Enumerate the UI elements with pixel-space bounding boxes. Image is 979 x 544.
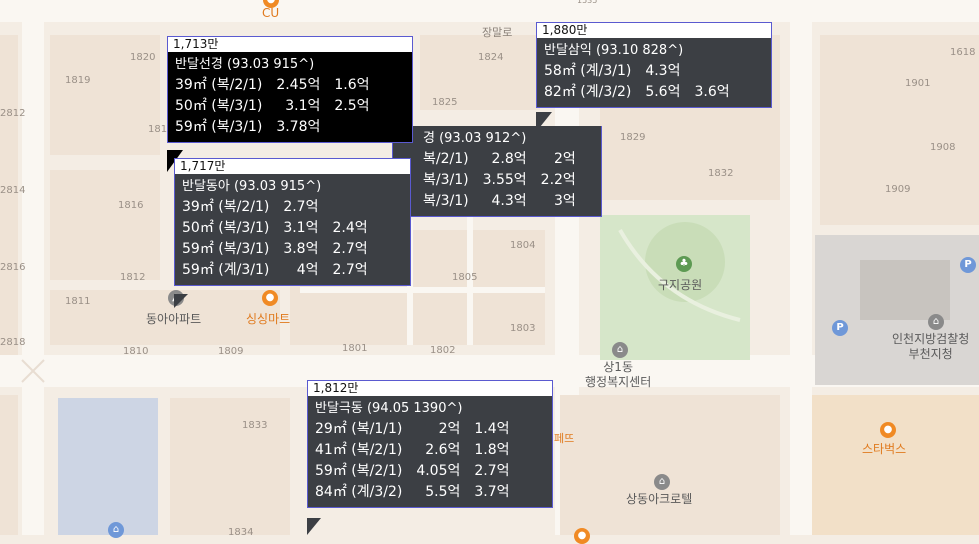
apartment-price-card-selected[interactable]: 1,713만 반달선경 (93.03 915^) 39㎡ (복/2/1) 2.45… <box>167 36 413 143</box>
price-table: 29㎡ (복/1/1) 2억 1.4억 41㎡ (복/2/1) 2.6억 1.8억 59… <box>315 419 510 503</box>
complex-name: 경 (93.03 912^) <box>423 131 527 146</box>
apartment-price-card[interactable]: 경 (93.03 912^) 복/2/1) 2.8억 2억 복/3/1) 3.55억 2… <box>392 126 602 217</box>
table-row: 82㎡ (계/3/2) 5.6억 3.6억 <box>544 84 730 100</box>
block-number: 1810 <box>123 346 149 357</box>
block-number: 1801 <box>342 343 368 354</box>
block-number: 1809 <box>218 346 244 357</box>
block-number: 1802 <box>430 345 456 356</box>
block-number: 2812 <box>0 108 26 119</box>
apartment-price-card[interactable]: 1,812만 반달극동 (94.05 1390^) 29㎡ (복/1/1) 2억 1… <box>307 380 553 508</box>
block-number: 1829 <box>620 132 646 143</box>
table-row: 39㎡ (복/2/1) 2.7억 <box>182 199 319 215</box>
complex-name: 반달삼익 (93.10 828^) <box>544 43 684 58</box>
convenience-store-icon[interactable]: ● <box>263 0 279 8</box>
price-table: 복/2/1) 2.8억 2억 복/3/1) 3.55억 2.2억 복/3/1) 4.3억 3… <box>423 149 576 212</box>
table-row: 50㎡ (복/3/1) 3.1억 2.4억 <box>182 220 368 236</box>
table-row: 58㎡ (계/3/1) 4.3억 <box>544 63 681 79</box>
block-number: 1618 <box>950 47 976 58</box>
street-label: 장말로 <box>482 26 513 39</box>
block-number: 1820 <box>130 52 156 63</box>
table-row: 복/3/1) 4.3억 3억 <box>423 193 576 209</box>
table-row: 50㎡ (복/3/1) 3.1억 2.5억 <box>175 98 370 114</box>
apartment-price-card[interactable]: 1,717만 반달동아 (93.03 915^) 39㎡ (복/2/1) 2.7억… <box>174 158 411 286</box>
block-number: 1816 <box>118 200 144 211</box>
parking-icon[interactable]: P <box>832 320 848 336</box>
table-row: 41㎡ (복/2/1) 2.6억 1.8억 <box>315 442 510 458</box>
price-per-pyeong: 1,713만 <box>168 36 412 52</box>
table-row: 복/2/1) 2.8억 2억 <box>423 151 576 167</box>
government-office-icon[interactable]: ⌂ <box>612 342 628 358</box>
block-number: 1824 <box>478 52 504 63</box>
price-per-pyeong: 1,880만 <box>537 22 771 38</box>
card-pointer <box>536 112 552 132</box>
block-number: 1901 <box>905 78 931 89</box>
apartment-price-card[interactable]: 1,880만 반달삼익 (93.10 828^) 58㎡ (계/3/1) 4.3억… <box>536 22 772 108</box>
cafe-icon[interactable]: ● <box>880 422 896 438</box>
table-row: 39㎡ (복/2/1) 2.45억 1.6억 <box>175 77 370 93</box>
building-icon[interactable]: ⌂ <box>654 474 670 490</box>
table-row: 59㎡ (복/2/1) 4.05억 2.7억 <box>315 463 510 479</box>
card-pointer <box>174 294 188 308</box>
table-row: 29㎡ (복/1/1) 2억 1.4억 <box>315 421 510 437</box>
block-number: 1811 <box>65 296 91 307</box>
park-icon[interactable]: ♣ <box>676 256 692 272</box>
block-number: 1804 <box>510 240 536 251</box>
price-per-pyeong: 1,812만 <box>308 380 552 396</box>
block-number: 1908 <box>930 142 956 153</box>
price-per-pyeong: 1,717만 <box>175 158 410 174</box>
price-table: 39㎡ (복/2/1) 2.7억 50㎡ (복/3/1) 3.1억 2.4억 59㎡ … <box>182 197 368 281</box>
price-table: 39㎡ (복/2/1) 2.45억 1.6억 50㎡ (복/3/1) 3.1억 2.5억… <box>175 75 370 138</box>
poi-singsing-mart[interactable]: 싱싱마트 <box>246 312 291 326</box>
mart-icon[interactable]: ● <box>262 290 278 306</box>
poi-dong-a-apartment[interactable]: 동아아파트 <box>146 312 202 326</box>
complex-name: 반달선경 (93.03 915^) <box>175 57 315 72</box>
block-number: 1803 <box>510 323 536 334</box>
price-table: 58㎡ (계/3/1) 4.3억 82㎡ (계/3/2) 5.6억 3.6억 <box>544 61 730 103</box>
block-number: 1832 <box>708 168 734 179</box>
block-number: 2818 <box>0 337 26 348</box>
table-row: 84㎡ (계/3/2) 5.5억 3.7억 <box>315 484 510 500</box>
poi-partial-shop[interactable]: 페뜨 <box>554 432 575 445</box>
block-number: 1818 <box>148 124 174 135</box>
poi-incheon-prosecutors-office[interactable]: 인천지방검찰청 부천지청 <box>892 332 970 361</box>
poi-sang1dong-center[interactable]: 상1동 행정복지센터 <box>585 360 652 389</box>
table-row: 복/3/1) 3.55억 2.2억 <box>423 172 576 188</box>
table-row: 59㎡ (계/3/1) 4억 2.7억 <box>182 262 368 278</box>
block-number: 1535 <box>577 0 598 5</box>
card-pointer <box>307 518 321 535</box>
poi-cu[interactable]: CU <box>262 6 280 20</box>
block-number: 2814 <box>0 185 26 196</box>
block-number: 1812 <box>120 272 146 283</box>
poi-sangdong-acrotel[interactable]: 상동아크로텔 <box>626 492 693 506</box>
complex-name: 반달동아 (93.03 915^) <box>182 179 322 194</box>
table-row: 59㎡ (복/3/1) 3.78억 <box>175 119 321 135</box>
complex-name: 반달극동 (94.05 1390^) <box>315 401 463 416</box>
school-icon[interactable]: ⌂ <box>108 522 124 538</box>
table-row: 59㎡ (복/3/1) 3.8억 2.7억 <box>182 241 368 257</box>
block-number: 2816 <box>0 262 26 273</box>
court-icon[interactable]: ⌂ <box>928 314 944 330</box>
block-number: 1833 <box>242 420 268 431</box>
block-number: 1805 <box>452 272 478 283</box>
poi-guji-park[interactable]: 구지공원 <box>658 278 703 292</box>
block-number: 1834 <box>228 527 254 538</box>
store-icon[interactable]: ● <box>574 528 590 544</box>
parking-icon[interactable]: P <box>960 257 976 273</box>
poi-starbucks[interactable]: 스타벅스 <box>862 442 907 456</box>
block-number: 1825 <box>432 97 458 108</box>
block-number: 1909 <box>885 184 911 195</box>
block-number: 1819 <box>65 75 91 86</box>
